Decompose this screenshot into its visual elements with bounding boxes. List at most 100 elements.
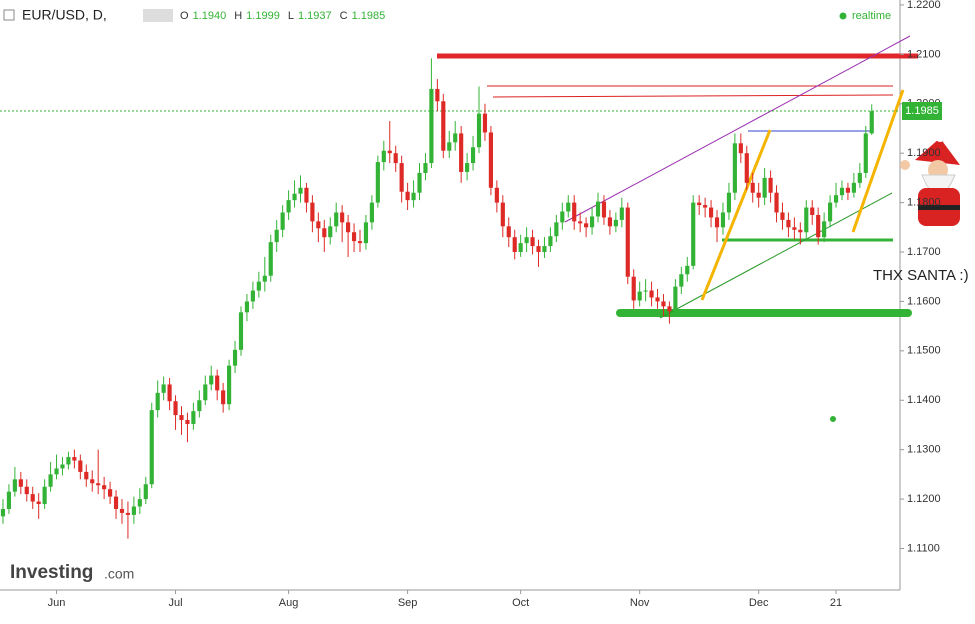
candle-body [667,306,672,312]
candle-body [512,237,517,253]
candle-body [66,457,71,465]
candle-body [357,241,363,244]
candle-body [625,207,630,277]
candle-body [631,276,636,301]
y-tick-label: 1.1100 [907,542,940,554]
candle-body [0,508,6,517]
candle-body [470,147,476,164]
trend-line [851,89,905,233]
candle-body [375,162,380,203]
candle-body [125,512,131,515]
candle-body [197,400,202,412]
trend-line [564,35,911,223]
candle-body [24,486,29,495]
annotation: THX SANTA :) [873,267,969,284]
candle-body [768,177,773,193]
candle-body [363,222,369,244]
y-tick-label: 1.1300 [907,444,941,456]
candle-body [637,291,642,301]
candle-body [619,207,624,220]
candle-body [554,222,559,237]
y-tick-label: 1.1200 [907,493,941,505]
candle-body [256,281,261,291]
candle-body [387,150,392,154]
candle-body [453,133,458,143]
ohlc-key: H [234,10,242,22]
candle-body [476,113,482,148]
candle-body [36,501,41,505]
candle-body [310,202,315,222]
y-tick-label: 1.2100 [907,48,941,60]
price-tag-label: 1.1985 [905,105,939,117]
candle-body [839,187,845,196]
trend-line [700,129,772,301]
price-tag [902,102,942,120]
candle-body [465,163,470,172]
x-tick-label: Aug [279,597,299,609]
candle-body [869,111,874,134]
candle-body [566,202,571,212]
watermark-suffix: .com [104,566,134,582]
candle-body [762,177,767,198]
y-tick-label: 1.1700 [907,246,941,258]
candle-body [845,187,851,193]
candle-body [227,365,232,405]
candle-body [697,202,702,206]
candle-body [863,133,868,173]
x-tick-label: Dec [749,597,769,609]
candle-body [595,201,601,217]
candle-body [108,489,113,497]
candle-body [738,143,743,154]
candle-body [720,212,726,228]
candle-body [726,192,732,213]
candle-body [524,237,529,244]
menu-icon[interactable] [3,9,15,21]
candle-body [607,217,612,227]
ohlc-key: L [288,10,294,22]
candle-body [346,222,351,233]
ohlc-value: 1.1937 [298,10,332,22]
candle-body [643,290,648,292]
trend-line [659,192,893,319]
candle-body [393,153,398,164]
candle-body [191,411,196,424]
watermark-brand: Investing [10,562,93,583]
candle-body [72,457,77,461]
candle-body [179,415,184,421]
candle-body [149,410,154,485]
candle-body [286,200,291,213]
candle-body [244,301,250,313]
candle-body [221,390,226,405]
y-tick-label: 1.1400 [907,394,941,406]
candle-body [203,384,208,401]
candle-body [48,474,53,487]
candle-body [536,246,541,253]
candle-body [304,187,309,203]
y-tick-label: 1.2200 [907,0,941,11]
icons[interactable] [143,9,173,22]
candle-body [572,202,577,222]
candle-body [584,223,589,228]
candle-body [816,214,821,238]
candle-body [298,187,303,194]
candle-body [661,301,666,307]
candle-body [143,484,148,500]
y-tick-label: 1.1600 [907,295,941,307]
ohlc-value: 1.1999 [246,10,280,22]
dot [830,416,836,422]
candle-body [90,479,95,484]
ohlc-header: O 1.1940 H 1.1999 L 1.1937 C 1.1985 [180,10,385,22]
candle-body [12,479,17,492]
candle-body [232,349,238,366]
candle-body [405,191,410,201]
candle-body [423,163,428,173]
candle-body [732,143,737,193]
candle-body [506,226,511,238]
x-tick-label: Oct [512,597,529,609]
candle-body [268,242,273,276]
candle-body [482,113,488,133]
candle-body [542,246,547,253]
candle-body [369,202,374,223]
status-dot [839,12,847,20]
